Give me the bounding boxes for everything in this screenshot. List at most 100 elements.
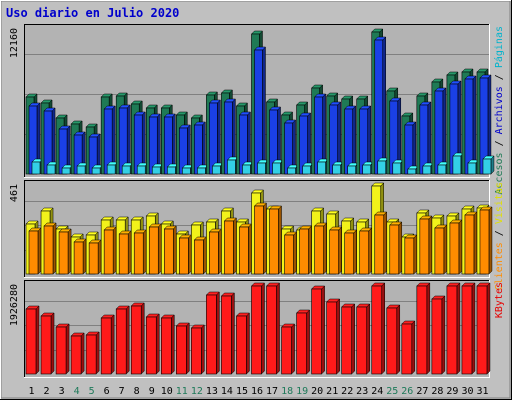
bar-face <box>467 162 477 175</box>
bar-visitas-sites-29 <box>449 219 463 275</box>
bar-side <box>456 282 461 375</box>
bar-face <box>160 317 172 375</box>
bar-visitas-sites-18 <box>283 231 298 275</box>
bar-face <box>374 214 385 275</box>
bar-face <box>386 307 398 375</box>
bar-face <box>179 237 189 275</box>
bar-face <box>43 225 54 275</box>
bar-side <box>263 202 267 275</box>
bar-face <box>85 334 97 375</box>
bar-side <box>246 312 250 375</box>
day-label-8: 8 <box>134 386 140 397</box>
bar-accesos-files-5 <box>88 133 101 175</box>
bar-side <box>276 282 280 375</box>
day-label-18: 18 <box>281 386 293 397</box>
bar-face <box>70 335 82 375</box>
bar-side <box>278 205 282 275</box>
day-label-17: 17 <box>266 386 278 397</box>
bar-accesos-files-30 <box>464 75 477 175</box>
bar-side <box>308 225 312 275</box>
day-label-19: 19 <box>296 386 308 397</box>
bar-face <box>476 285 488 375</box>
bar-face <box>133 232 144 275</box>
day-label-14: 14 <box>221 386 233 397</box>
bar-face <box>88 242 99 275</box>
bar-side <box>97 239 102 275</box>
bar-side <box>262 46 266 175</box>
bar-kbytes-kbytes-14 <box>220 292 236 375</box>
bar-kbytes-kbytes-5 <box>85 331 100 375</box>
legend-entry: KBytes <box>494 282 505 318</box>
bar-side <box>306 309 310 375</box>
bar-side <box>396 304 401 375</box>
bar-face <box>31 161 41 175</box>
bar-visitas-sites-15 <box>238 223 253 275</box>
bar-kbytes-kbytes-12 <box>190 324 205 375</box>
bar-visitas-sites-31 <box>479 206 493 275</box>
bar-visitas-sites-5 <box>88 239 102 275</box>
bar-face <box>55 326 67 375</box>
bar-face <box>362 164 372 175</box>
bar-visitas-sites-9 <box>148 223 162 275</box>
bar-accesos-files-24 <box>374 36 387 175</box>
bar-face <box>100 317 112 375</box>
bar-face <box>182 167 191 175</box>
bar-face <box>416 285 428 375</box>
day-label-28: 28 <box>431 386 443 397</box>
bar-face <box>332 164 341 175</box>
legend-entry: / <box>494 224 505 242</box>
bar-face <box>145 316 157 375</box>
panel-kbytes-legend: KBytes <box>494 282 505 318</box>
bar-kbytes-kbytes-1 <box>25 305 40 375</box>
bar-side <box>471 282 476 375</box>
bar-side <box>218 228 222 275</box>
bar-side <box>398 221 403 275</box>
bar-visitas-sites-16 <box>253 202 268 275</box>
bar-visitas-sites-7 <box>118 230 132 275</box>
day-label-6: 6 <box>104 386 110 397</box>
bar-face <box>299 228 309 275</box>
bar-face <box>392 162 402 175</box>
bar-face <box>422 165 432 175</box>
bar-visitas-sites-17 <box>268 205 283 275</box>
bar-face <box>356 306 368 375</box>
day-label-29: 29 <box>446 386 458 397</box>
bar-side <box>201 324 205 375</box>
bar-kbytes-kbytes-4 <box>70 332 85 375</box>
bar-face <box>148 226 159 275</box>
bar-side <box>95 331 100 375</box>
legend-entry: Archivos <box>494 86 505 134</box>
chart-title: Uso diario en Julio 2020 <box>6 6 179 20</box>
bar-face <box>254 205 264 275</box>
bar-kbytes-kbytes-25 <box>386 304 401 375</box>
panel-kbytes: 1926280 KBytes <box>9 280 505 378</box>
bar-side <box>82 238 87 275</box>
bar-side <box>216 291 220 375</box>
day-label-20: 20 <box>311 386 323 397</box>
bar-side <box>233 217 237 275</box>
bar-kbytes-kbytes-7 <box>115 305 130 375</box>
bar-accesos-files-29 <box>449 80 462 175</box>
bar-side <box>80 332 85 375</box>
bar-visitas-sites-28 <box>434 224 448 275</box>
bar-side <box>383 211 387 275</box>
bar-side <box>37 227 42 275</box>
bar-side <box>338 226 342 275</box>
day-labels: 1 2 3 4 5 6 7 8 9 10 11 12 13 14 15 16 17 18 19 20 21 22 23 24 2… <box>28 386 488 397</box>
bar-face <box>239 226 249 275</box>
bar-face <box>121 165 131 175</box>
bar-face <box>407 168 417 175</box>
day-label-3: 3 <box>59 386 65 397</box>
bar-side <box>52 222 57 275</box>
bar-visitas-sites-26 <box>404 234 418 275</box>
bar-face <box>377 160 387 175</box>
bar-side <box>486 282 491 375</box>
bar-side <box>127 230 132 275</box>
day-label-23: 23 <box>356 386 368 397</box>
bar-kbytes-kbytes-2 <box>40 312 55 375</box>
bar-visitas-sites-8 <box>133 229 147 275</box>
legend-entry: Accesos <box>494 152 505 194</box>
bar-face <box>103 229 114 275</box>
bar-side <box>473 211 478 275</box>
bar-side <box>428 215 433 275</box>
